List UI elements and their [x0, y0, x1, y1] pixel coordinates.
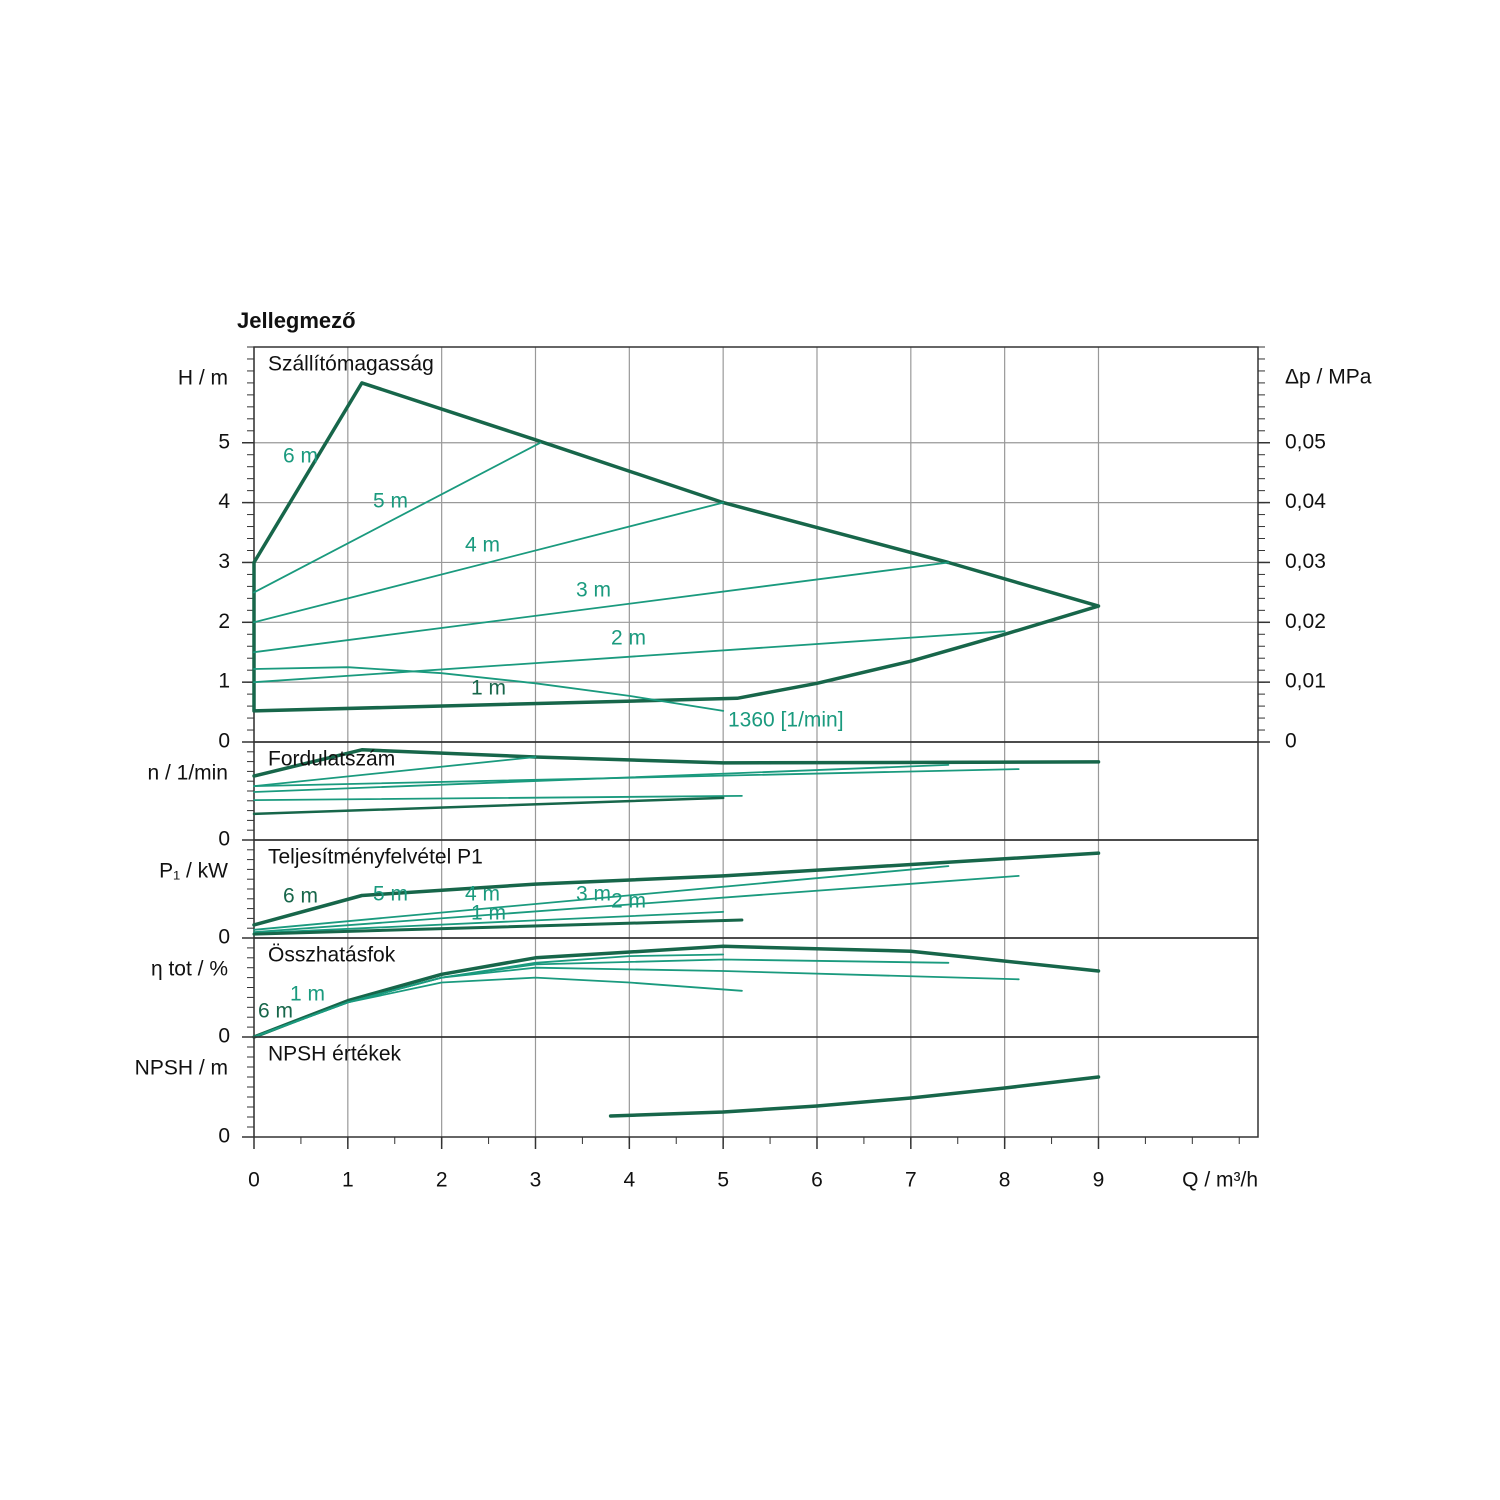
x-tick-label: 3 — [530, 1169, 542, 1192]
curve — [253, 966, 1020, 1038]
y-axis-label: H / m — [178, 367, 228, 390]
y-axis-label: n / 1/min — [147, 762, 228, 785]
x-tick-label: 7 — [905, 1169, 917, 1192]
curve — [253, 756, 537, 787]
x-tick-label: 8 — [999, 1169, 1011, 1192]
y2-tick-label: 0,04 — [1285, 490, 1326, 513]
annotation: 4 m — [465, 883, 500, 906]
y2-tick-label: 0,03 — [1285, 550, 1326, 573]
y-axis-label: NPSH / m — [135, 1057, 228, 1080]
annotation: 2 m — [611, 890, 646, 913]
annotation: 6 m — [283, 885, 318, 908]
curve — [253, 630, 1006, 684]
y-tick-label: 0 — [218, 730, 230, 753]
curve — [252, 796, 725, 816]
y2-axis-label: Δp / MPa — [1285, 366, 1372, 389]
curve — [253, 666, 725, 712]
panel-title: Teljesítményfelvétel P1 — [268, 846, 483, 869]
annotation: 4 m — [465, 534, 500, 557]
annotation: 3 m — [576, 883, 611, 906]
annotation: 6 m — [283, 445, 318, 468]
panel-title: Fordulatszám — [268, 748, 395, 771]
curve — [253, 501, 725, 624]
curve — [252, 851, 1101, 927]
annotation: 5 m — [373, 490, 408, 513]
curve — [253, 911, 725, 934]
annotation: 1360 [1/min] — [728, 709, 844, 732]
chart-title: Jellegmező — [237, 308, 356, 333]
annotation: 1 m — [290, 983, 325, 1006]
x-tick-label: 5 — [717, 1169, 729, 1192]
panel-title: NPSH értékek — [268, 1043, 402, 1066]
annotation: 2 m — [611, 627, 646, 650]
y-tick-label: 0 — [218, 828, 230, 851]
x-tick-label: 4 — [623, 1169, 635, 1192]
curve — [253, 561, 950, 654]
y2-tick-label: 0,05 — [1285, 430, 1326, 453]
y-tick-label: 5 — [218, 430, 230, 453]
curve — [252, 944, 1101, 1039]
y-axis-label: η tot / % — [151, 958, 228, 981]
panel-title: Összhatásfok — [268, 944, 396, 967]
curve — [608, 1075, 1101, 1118]
y-tick-label: 0 — [218, 926, 230, 949]
y-tick-label: 4 — [218, 490, 230, 513]
curve — [253, 441, 542, 594]
curve — [253, 795, 743, 801]
y-tick-label: 2 — [218, 610, 230, 633]
y-axis-label: P₁ / kW — [159, 860, 228, 883]
x-axis-label: Q / m³/h — [1182, 1169, 1258, 1192]
curve — [253, 764, 950, 793]
y-tick-label: 1 — [218, 670, 230, 693]
curve — [253, 865, 950, 931]
annotation: 6 m — [258, 1000, 293, 1023]
curve — [252, 918, 744, 936]
panel-title: Szállítómagasság — [268, 353, 434, 376]
y-tick-label: 0 — [218, 1025, 230, 1048]
annotation: 1 m — [471, 902, 506, 925]
annotation: 3 m — [576, 579, 611, 602]
y-tick-label: 3 — [218, 550, 230, 573]
x-tick-label: 0 — [248, 1169, 260, 1192]
y2-tick-label: 0,01 — [1285, 670, 1326, 693]
x-tick-label: 1 — [342, 1169, 354, 1192]
annotation: 5 m — [373, 883, 408, 906]
panel-frame — [253, 1036, 1259, 1138]
y-tick-label: 0 — [218, 1125, 230, 1148]
y2-tick-label: 0 — [1285, 730, 1297, 753]
x-tick-label: 6 — [811, 1169, 823, 1192]
curve — [253, 875, 1020, 933]
x-tick-label: 9 — [1093, 1169, 1105, 1192]
annotation: 1 m — [471, 677, 506, 700]
x-tick-label: 2 — [436, 1169, 448, 1192]
y2-tick-label: 0,02 — [1285, 610, 1326, 633]
